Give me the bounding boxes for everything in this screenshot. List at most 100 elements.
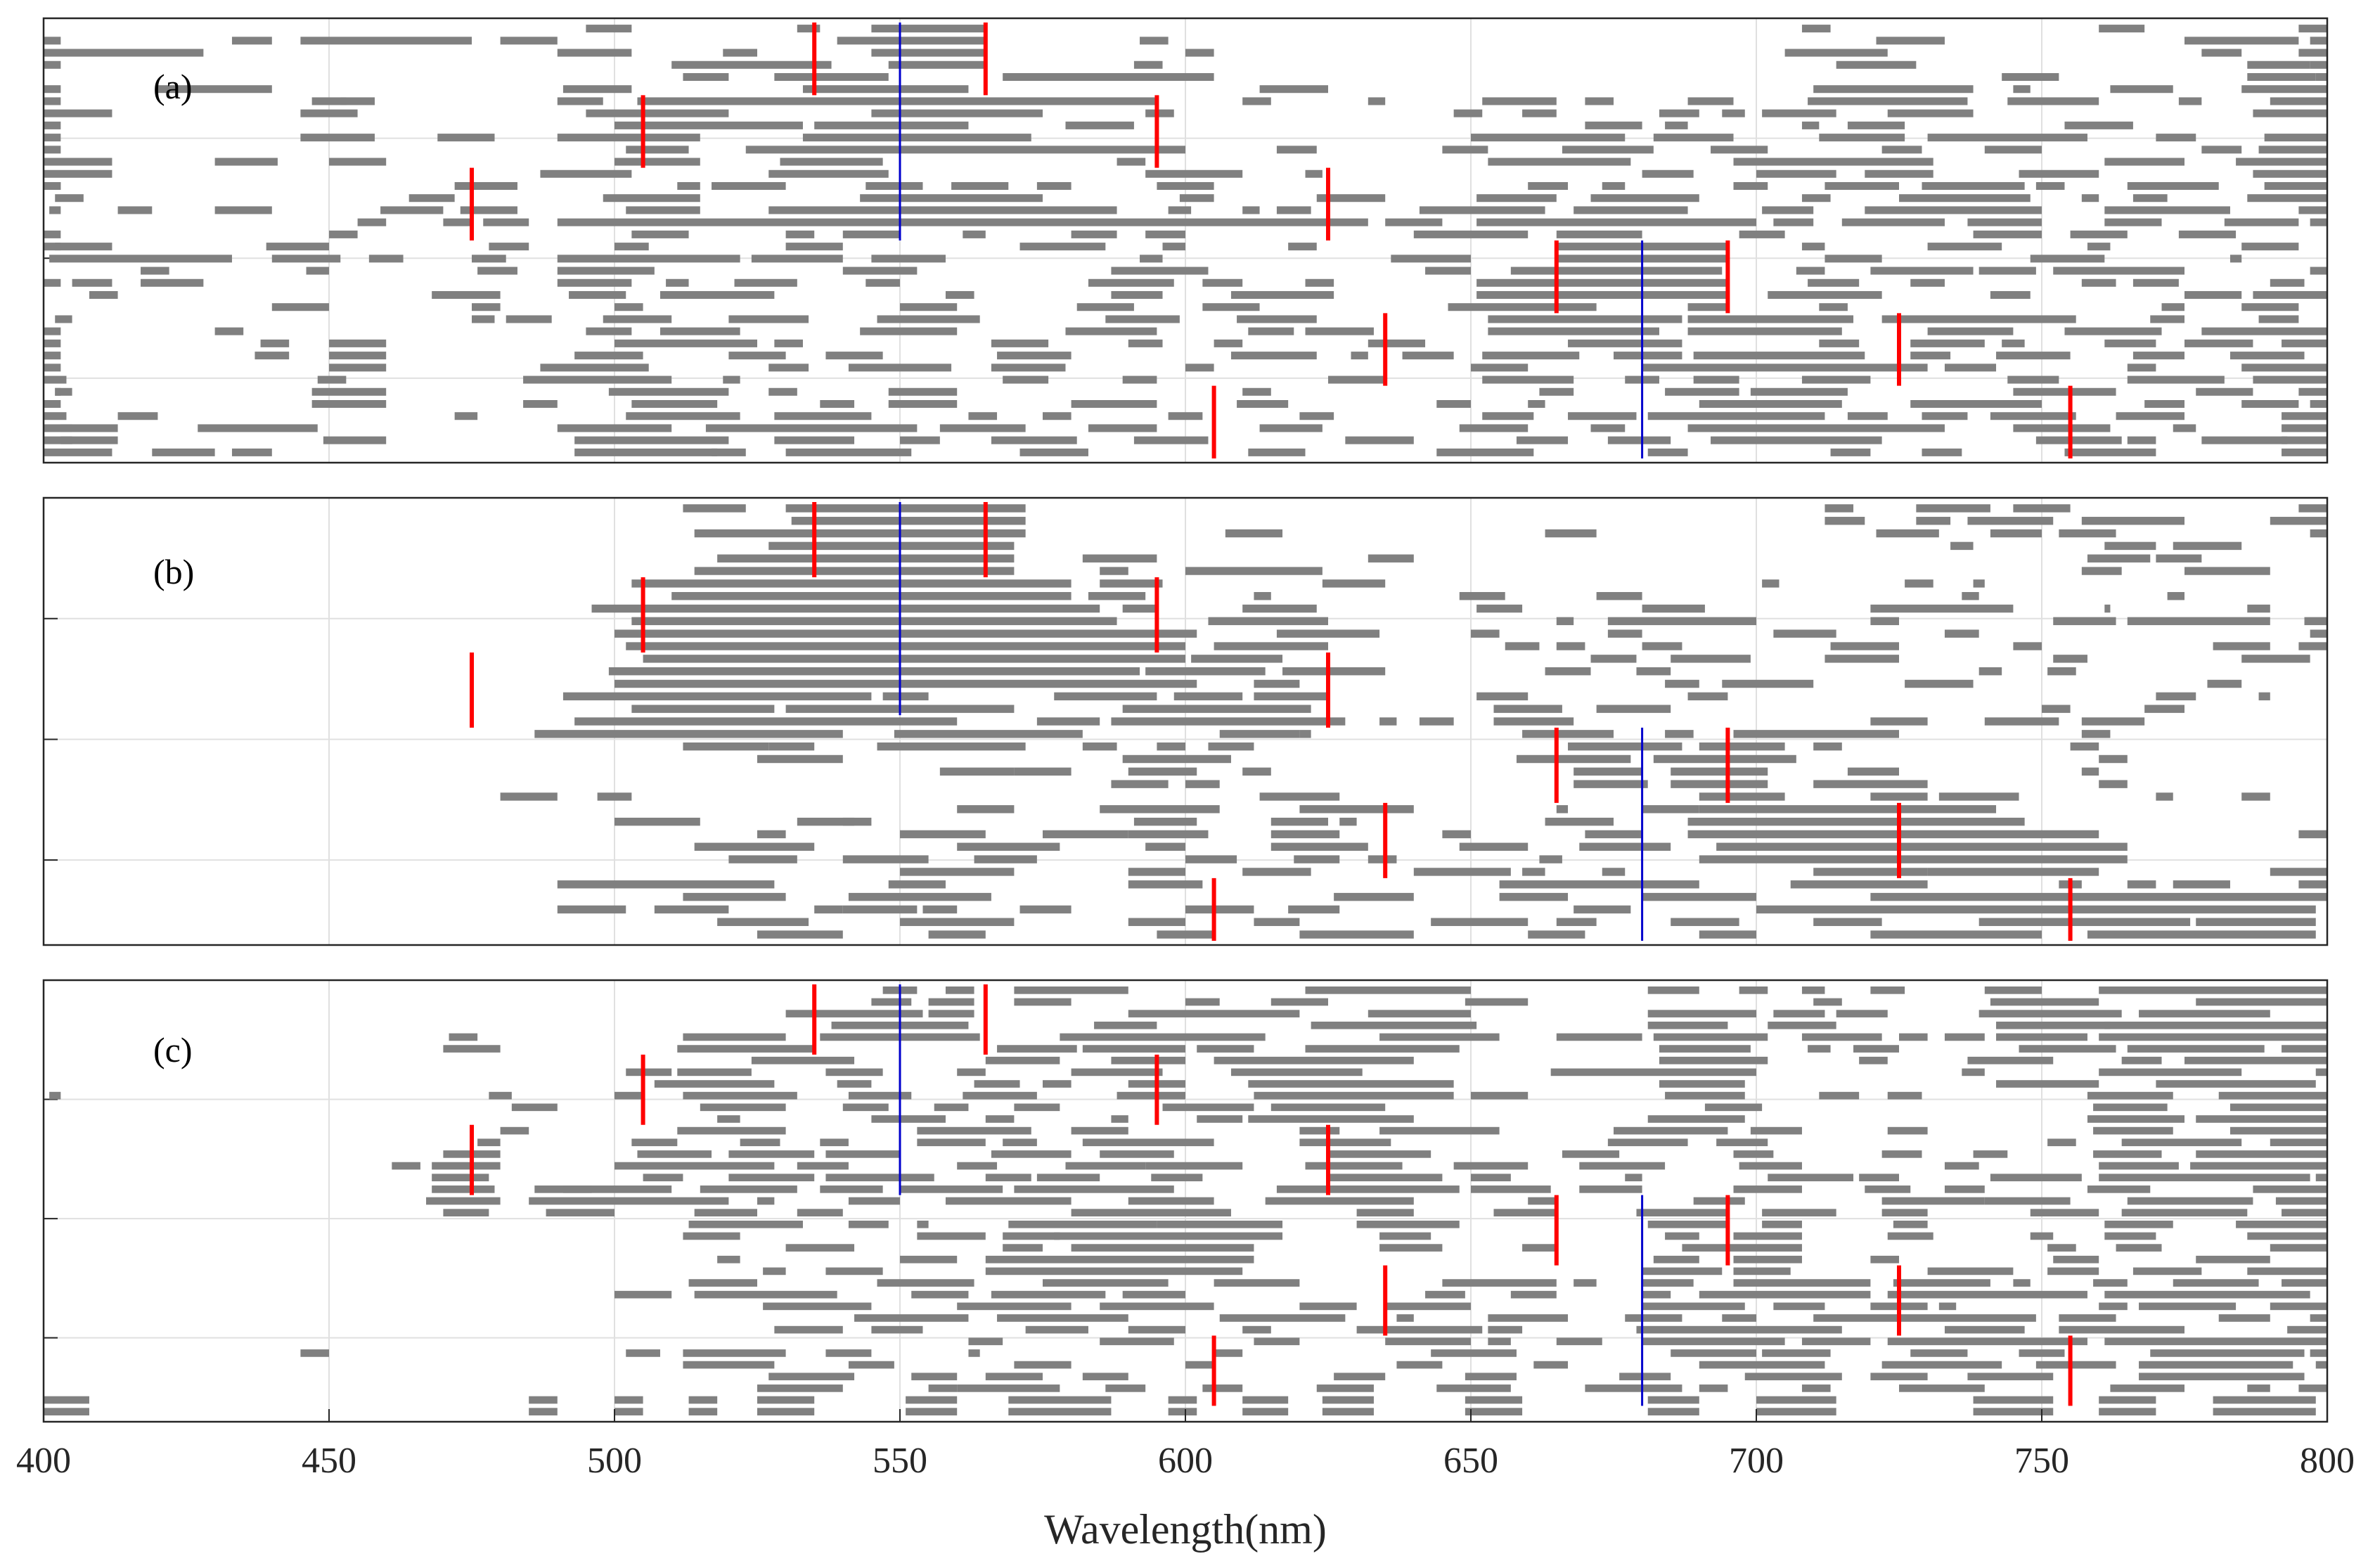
band-bar [1191, 655, 1283, 663]
band-bar [1967, 218, 2042, 226]
band-bar [2173, 424, 2196, 432]
band-bar [1773, 629, 1836, 638]
band-bar [432, 290, 501, 300]
band-bar [44, 243, 61, 251]
band-bar [1585, 121, 1642, 129]
band-bar [44, 49, 204, 57]
band-bar [2173, 541, 2242, 551]
band-bar [2253, 1185, 2327, 1193]
band-bar [1922, 448, 1962, 456]
band-bar [2298, 1384, 2327, 1392]
band-bar [2093, 1279, 2128, 1287]
band-bar [1881, 1209, 1928, 1216]
band-bar [643, 655, 1185, 663]
x-axis: 400 450 500 550 600 650 700 750 800 [16, 1409, 2355, 1481]
band-bar [1185, 1361, 1214, 1369]
band-bar [1801, 375, 1871, 384]
band-bar [2104, 206, 2230, 214]
band-bar [637, 97, 1157, 105]
band-bar [1733, 1255, 1802, 1264]
band-bar [763, 1302, 872, 1311]
band-bar [848, 364, 952, 372]
band-bar [1111, 1056, 1185, 1065]
band-bar [825, 1267, 883, 1275]
band-bar [2310, 1314, 2327, 1322]
band-bar [1105, 315, 1180, 323]
band-bar [2053, 266, 2184, 275]
band-bar [1128, 880, 1203, 889]
band-bar [2035, 436, 2122, 444]
band-bar [728, 352, 786, 360]
band-bar [2282, 1209, 2327, 1216]
band-bar [1242, 206, 1260, 214]
band-bar [1299, 730, 1311, 738]
band-bar [460, 206, 517, 214]
band-bar [1202, 1384, 1243, 1392]
band-bar [1602, 868, 1626, 876]
band-bar [1647, 1408, 1699, 1416]
band-bar [44, 134, 61, 142]
band-bar [728, 315, 809, 323]
band-bar [562, 85, 632, 94]
band-bar [2253, 290, 2327, 300]
band-bar [2310, 399, 2327, 409]
band-bar [1197, 1045, 1254, 1053]
band-bar [1773, 1010, 1825, 1017]
band-bar [922, 905, 958, 914]
band-bar [2310, 529, 2327, 538]
band-bar [1140, 37, 1169, 45]
band-bar [368, 255, 404, 263]
band-bar [2247, 72, 2316, 82]
band-bar [1248, 1115, 1414, 1123]
band-bar [557, 905, 626, 914]
band-bar [2127, 364, 2156, 372]
band-bar [1687, 315, 1854, 323]
band-bar [957, 1162, 998, 1170]
band-bar [2132, 1267, 2202, 1275]
panel-1: (a) [42, 17, 2329, 464]
band-bar [2310, 266, 2327, 275]
band-bar [963, 230, 986, 238]
band-bar [2047, 1267, 2099, 1275]
band-bar [1065, 121, 1134, 129]
band-bar [1185, 49, 1214, 57]
band-bar [329, 158, 387, 166]
band-bar [1574, 905, 1631, 914]
band-bar [72, 278, 112, 287]
band-bar [2132, 352, 2184, 360]
band-bar [1476, 604, 1523, 613]
band-bar [900, 830, 986, 839]
band-bar [1025, 1325, 1088, 1334]
band-bar [60, 424, 72, 432]
band-bar [1071, 399, 1157, 409]
band-bar [728, 1174, 815, 1182]
band-bar [694, 1209, 757, 1216]
band-bar [1111, 780, 1169, 788]
band-bar [848, 1091, 912, 1100]
band-bar [55, 194, 84, 203]
band-bar [1687, 303, 1728, 311]
band-bar [557, 49, 632, 57]
band-bar [1579, 1162, 1666, 1170]
band-bar [2087, 930, 2316, 939]
band-bar [2298, 830, 2327, 839]
band-bar [728, 855, 797, 863]
band-bar [255, 352, 290, 360]
band-bar [1865, 1185, 1911, 1193]
band-bar [1100, 579, 1163, 588]
band-bar [1345, 436, 1414, 444]
band-bar [968, 1349, 980, 1357]
band-bar [2298, 642, 2327, 650]
band-bar [900, 868, 1015, 876]
band-bar [1653, 134, 1734, 142]
band-bar [2013, 642, 2042, 650]
band-bar [1522, 109, 1557, 117]
band-bar [1488, 327, 1659, 335]
band-bar [768, 387, 797, 396]
band-bar [1128, 868, 1185, 876]
band-bar [1768, 1174, 1854, 1182]
band-bar [55, 243, 112, 251]
band-bar [780, 158, 883, 166]
band-bar [44, 97, 61, 105]
band-bar [1054, 1232, 1283, 1240]
